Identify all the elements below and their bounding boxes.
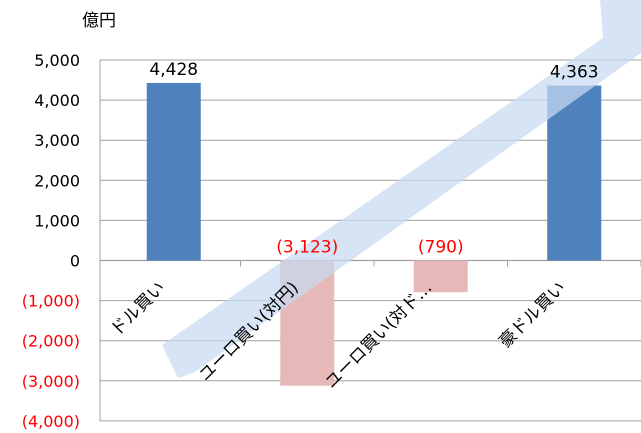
- y-tick-label: (2,000): [22, 332, 80, 351]
- y-tick-label: (4,000): [22, 412, 80, 431]
- y-tick-label: (1,000): [22, 292, 80, 311]
- bar-value-label: 4,428: [149, 60, 198, 80]
- trend-arrow: [162, 0, 641, 378]
- bar-value-label: (3,123): [276, 238, 338, 258]
- bar-value-label: 4,363: [550, 63, 599, 83]
- bar: [413, 260, 468, 293]
- y-tick-label: 0: [70, 252, 80, 271]
- y-tick-label: 2,000: [34, 171, 80, 190]
- category-label: ユーロ買い(対ド…: [321, 278, 436, 393]
- y-axis-unit-label: 億円: [82, 11, 116, 31]
- y-tick-label: 5,000: [34, 51, 80, 70]
- y-tick-label: 3,000: [34, 131, 80, 150]
- bar: [146, 82, 201, 261]
- bar: [547, 85, 602, 261]
- y-tick-label: 4,000: [34, 91, 80, 110]
- category-label: ドル買い: [107, 278, 169, 340]
- y-tick-label: (3,000): [22, 372, 80, 391]
- trend-arrow-group: [162, 0, 641, 378]
- y-tick-label: 1,000: [34, 211, 80, 230]
- bar-value-label: (790): [418, 238, 464, 258]
